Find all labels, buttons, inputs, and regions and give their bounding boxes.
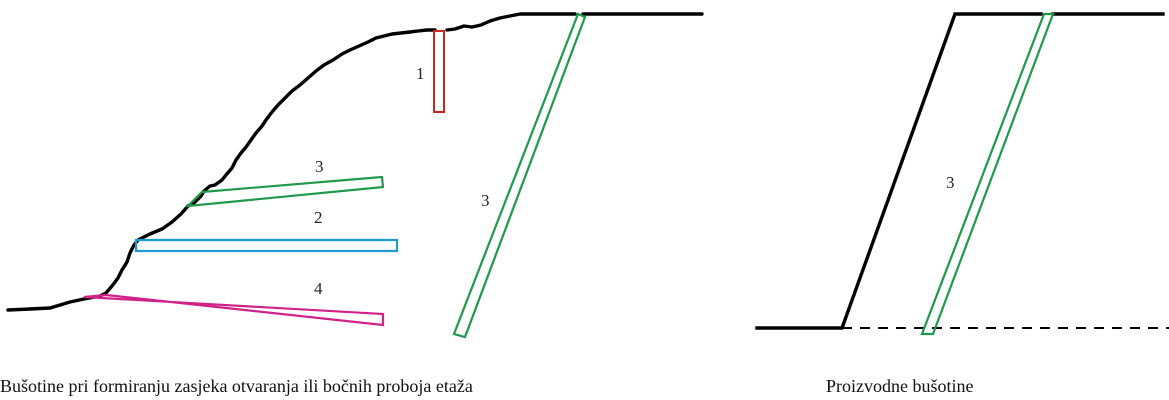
label-hole-3-inclined: 3 [481,191,490,210]
borehole-1-vertical [433,30,445,113]
borehole-3-inclined [452,12,587,339]
slope-terrain-profile [6,12,704,312]
borehole-3-upper [185,175,385,208]
label-hole-2: 2 [314,208,323,227]
label-hole-3-upper: 3 [315,157,324,176]
caption-right: Proizvodne bušotine [826,376,974,396]
label-hole-4: 4 [314,279,323,298]
right-diagram: 3 [755,12,1169,336]
production-borehole-3 [920,12,1055,336]
left-diagram: 1 3 2 4 3 [6,12,704,339]
caption-left: Bušotine pri formiranju zasjeka otvaranj… [0,376,473,396]
label-hole-1: 1 [416,64,425,83]
bench-profile [755,12,1165,330]
borehole-4-descending [83,293,385,327]
borehole-2-horizontal [134,238,399,253]
label-production-hole-3: 3 [946,173,955,192]
